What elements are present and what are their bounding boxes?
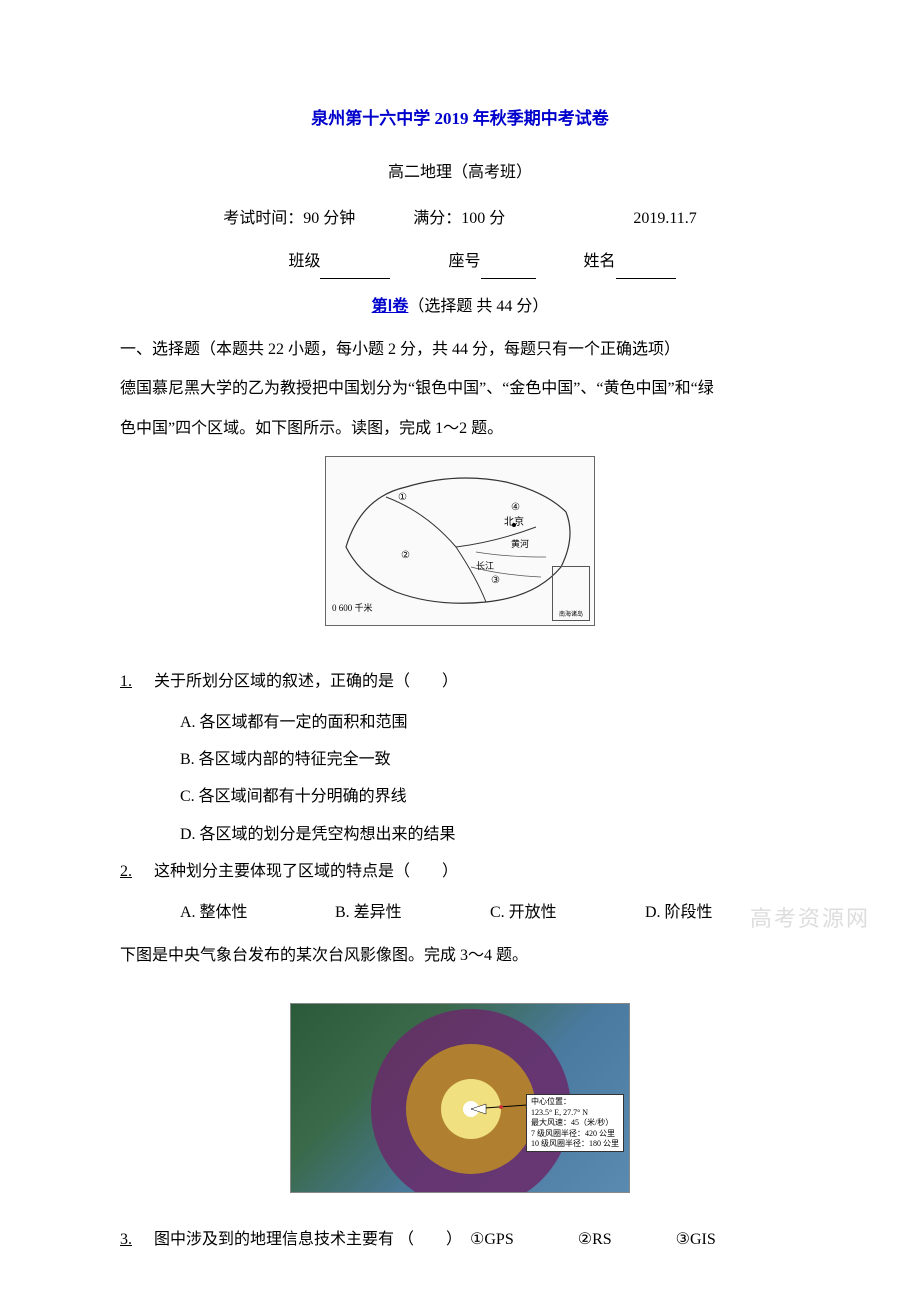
typhoon-figure: 中心位置： 123.5° E, 27.7° N 最大风速：45（米/秒） 7 级… <box>120 1003 800 1206</box>
exam-date: 2019.11.7 <box>633 210 696 227</box>
typhoon-info-box: 中心位置： 123.5° E, 27.7° N 最大风速：45（米/秒） 7 级… <box>526 1094 624 1152</box>
q1-number: 1. <box>120 664 150 699</box>
typhoon-info-4: 7 级风圈半径：420 公里 <box>531 1129 619 1139</box>
typhoon-info-5: 10 级风圈半径：180 公里 <box>531 1139 619 1149</box>
exam-title: 泉州第十六中学 2019 年秋季期中考试卷 <box>120 100 800 137</box>
passage-2: 下图是中央气象台发布的某次台风影像图。完成 3～4 题。 <box>120 938 800 973</box>
q1-option-b: B. 各区域内部的特征完全一致 <box>120 742 800 777</box>
map-island-label: 南海诸岛 <box>553 609 589 622</box>
map-huanghe: 黄河 <box>511 535 529 555</box>
section-1-rest: （选择题 共 44 分） <box>408 298 548 315</box>
map-island-box: 南海诸岛 <box>552 566 590 621</box>
q1-option-a: A. 各区域都有一定的面积和范围 <box>120 705 800 740</box>
q3-option-3: ③GIS <box>676 1222 716 1257</box>
map-scale: 0 600 千米 <box>332 599 373 619</box>
section-1-header: 第Ⅰ卷（选择题 共 44 分） <box>120 289 800 324</box>
map-changjiang: 长江 <box>476 557 494 577</box>
passage-1-line2: 色中国”四个区域。如下图所示。读图，完成 1～2 题。 <box>120 411 800 446</box>
name-blank <box>616 263 676 279</box>
typhoon-info-1: 中心位置： <box>531 1097 619 1107</box>
map-region-1: ① <box>398 487 407 509</box>
q2-option-a: A. 整体性 <box>180 895 335 930</box>
question-2: 2. 这种划分主要体现了区域的特点是（ ） <box>120 854 800 889</box>
q3-option-2: ②RS <box>578 1222 612 1257</box>
exam-subtitle: 高二地理（高考班） <box>120 155 800 190</box>
typhoon-info-2: 123.5° E, 27.7° N <box>531 1108 619 1118</box>
student-info-row: 班级 座号 姓名 <box>120 244 800 279</box>
q3-text: 图中涉及到的地理信息技术主要有 （ ） <box>154 1231 462 1248</box>
china-map-figure: ④ ① ② ③ 北京 黄河 长江 0 600 千米 南海诸岛 <box>120 456 800 639</box>
exam-score: 满分：100 分 <box>413 210 505 227</box>
question-3: 3. 图中涉及到的地理信息技术主要有 （ ） ①GPS ②RS ③GIS <box>120 1222 800 1257</box>
typhoon-info-3: 最大风速：45（米/秒） <box>531 1118 619 1128</box>
class-label: 班级 <box>288 253 320 270</box>
q3-option-1: ①GPS <box>470 1222 514 1257</box>
q3-number: 3. <box>120 1222 150 1257</box>
section-1-bold: 第Ⅰ卷 <box>372 298 409 315</box>
name-label: 姓名 <box>584 253 616 270</box>
watermark-text: 高考资源网 <box>750 895 870 943</box>
q2-number: 2. <box>120 854 150 889</box>
exam-info-row: 考试时间：90 分钟 满分：100 分 2019.11.7 <box>120 201 800 236</box>
q1-option-c: C. 各区域间都有十分明确的界线 <box>120 779 800 814</box>
class-blank <box>320 263 390 279</box>
typhoon-image: 中心位置： 123.5° E, 27.7° N 最大风速：45（米/秒） 7 级… <box>290 1003 630 1193</box>
q2-option-c: C. 开放性 <box>490 895 645 930</box>
q1-option-d: D. 各区域的划分是凭空构想出来的结果 <box>120 817 800 852</box>
seat-label: 座号 <box>448 253 480 270</box>
seat-blank <box>481 263 536 279</box>
map-beijing: 北京 <box>504 512 524 534</box>
question-1: 1. 关于所划分区域的叙述，正确的是（ ） <box>120 664 800 699</box>
q2-options: A. 整体性 B. 差异性 C. 开放性 D. 阶段性 <box>120 895 800 930</box>
map-region-2: ② <box>401 545 410 567</box>
china-map: ④ ① ② ③ 北京 黄河 长江 0 600 千米 南海诸岛 <box>325 456 595 626</box>
q2-text: 这种划分主要体现了区域的特点是（ ） <box>154 863 458 880</box>
passage-1-line1: 德国慕尼黑大学的乙为教授把中国划分为“银色中国”、“金色中国”、“黄色中国”和“… <box>120 371 800 406</box>
q2-option-b: B. 差异性 <box>335 895 490 930</box>
exam-time: 考试时间：90 分钟 <box>223 210 355 227</box>
q1-text: 关于所划分区域的叙述，正确的是（ ） <box>154 673 458 690</box>
section-intro: 一、选择题（本题共 22 小题，每小题 2 分，共 44 分，每题只有一个正确选… <box>120 332 800 367</box>
